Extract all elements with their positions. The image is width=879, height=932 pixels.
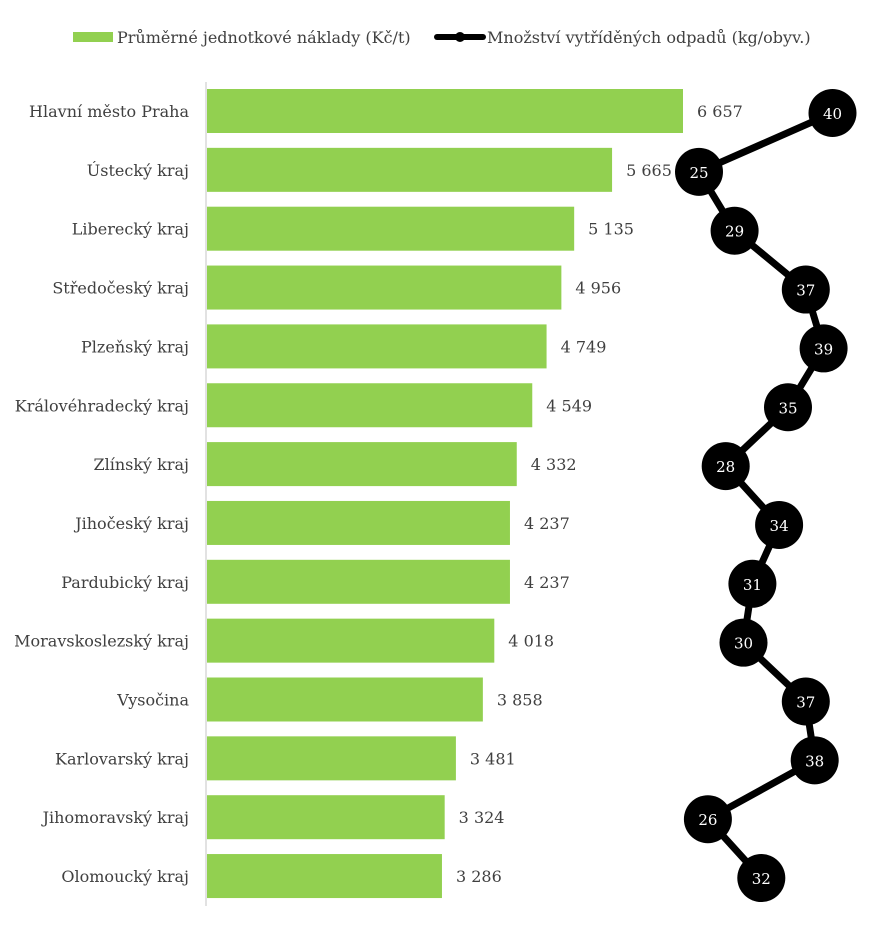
bar-value-label: 4 956	[575, 279, 621, 298]
category-label: Jihočeský kraj	[73, 514, 189, 533]
line-point-label: 32	[752, 870, 771, 888]
category-label: Zlínský kraj	[93, 455, 189, 474]
bar	[207, 854, 442, 899]
line-point	[728, 559, 777, 608]
line-point	[790, 736, 839, 785]
line-point-label: 26	[698, 811, 717, 829]
category-label: Hlavní město Praha	[29, 102, 189, 121]
value-labels: 6 657 5 665 5 135 4 956 4 749 4 549 4 332 4 237…	[456, 102, 743, 886]
category-label: Plzeňský kraj	[81, 337, 189, 356]
bar-value-label: 6 657	[697, 102, 743, 121]
bar-value-label: 5 665	[626, 161, 672, 180]
category-label: Ústecký kraj	[87, 160, 189, 180]
bar-series	[207, 89, 683, 899]
line-point-label: 30	[734, 635, 753, 653]
line-point-label: 25	[689, 164, 708, 182]
line-point	[755, 500, 804, 549]
legend: Průměrné jednotkové náklady (Kč/t) Množs…	[73, 28, 811, 47]
category-label: Olomoucký kraj	[61, 867, 189, 886]
bar	[207, 265, 562, 310]
line-point-label: 37	[796, 694, 815, 712]
legend-line-label: Množství vytříděných odpadů (kg/obyv.)	[487, 28, 811, 47]
line-point	[701, 442, 750, 491]
bar-value-label: 4 749	[561, 337, 607, 356]
line-point	[799, 324, 848, 373]
line-point-label: 34	[770, 517, 789, 535]
line-point-label: 28	[716, 458, 735, 476]
bar-value-label: 3 858	[497, 691, 543, 710]
bar	[207, 206, 575, 251]
line-point	[764, 383, 812, 432]
bar-value-label: 3 324	[459, 808, 505, 827]
line-point	[675, 147, 723, 196]
bar-value-label: 3 481	[470, 749, 516, 768]
bar	[207, 383, 533, 428]
line-point-label: 40	[823, 105, 842, 123]
line-point-label: 39	[814, 340, 833, 358]
category-label: Vysočina	[116, 691, 189, 710]
line-point	[781, 677, 830, 726]
legend-line-marker	[455, 32, 465, 42]
line-point-label: 29	[725, 223, 744, 241]
legend-bar-swatch	[73, 32, 113, 42]
bar	[207, 324, 547, 369]
bar	[207, 500, 510, 545]
line-point-label: 31	[743, 576, 762, 594]
category-label: Pardubický kraj	[61, 573, 189, 592]
bar	[207, 795, 445, 840]
line-point	[737, 854, 786, 903]
bar	[207, 736, 456, 781]
bar-value-label: 4 237	[524, 573, 570, 592]
category-labels: Hlavní město Praha Ústecký kraj Liberecký …	[14, 102, 189, 886]
bar	[207, 677, 483, 722]
bar-value-label: 3 286	[456, 867, 502, 886]
line-point	[781, 265, 830, 314]
line-point-label: 38	[805, 752, 824, 770]
category-label: Jihomoravský kraj	[41, 808, 189, 827]
category-label: Královéhradecký kraj	[15, 396, 189, 415]
bar-value-label: 4 332	[531, 455, 577, 474]
category-label: Karlovarský kraj	[55, 749, 189, 768]
bar-value-label: 4 237	[524, 514, 570, 533]
bar	[207, 618, 495, 663]
line-point	[808, 89, 857, 137]
bar-value-label: 4 549	[546, 396, 592, 415]
bar-value-label: 4 018	[508, 632, 554, 651]
category-label: Středočeský kraj	[52, 279, 189, 298]
bar	[207, 559, 510, 604]
bar	[207, 147, 613, 192]
bar	[207, 89, 683, 133]
line-series: 40 25 29 37 39 35 28 34 31 30 37 38 26 32	[675, 89, 857, 903]
line-point	[719, 618, 768, 667]
bar	[207, 442, 517, 487]
legend-bar-label: Průměrné jednotkové náklady (Kč/t)	[117, 28, 411, 47]
line-point-label: 35	[778, 399, 797, 417]
line-point	[683, 795, 732, 844]
line-point-label: 37	[796, 282, 815, 300]
line-point	[710, 206, 759, 255]
category-label: Moravskoslezský kraj	[14, 632, 189, 651]
bar-value-label: 5 135	[588, 220, 634, 239]
category-label: Liberecký kraj	[72, 220, 189, 239]
